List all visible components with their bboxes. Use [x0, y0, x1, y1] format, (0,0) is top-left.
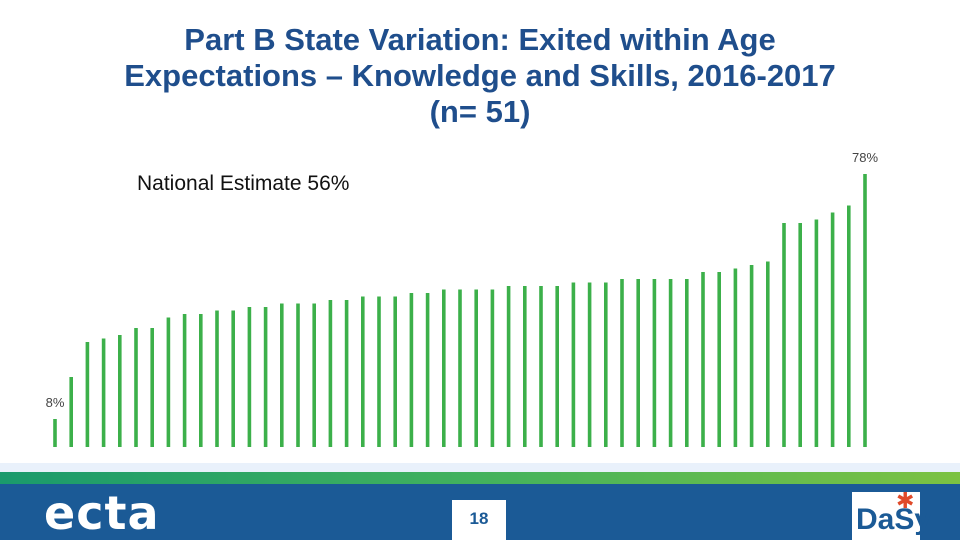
bar: [701, 272, 705, 447]
bar: [474, 289, 478, 447]
bar: [539, 286, 543, 447]
bar: [150, 328, 154, 447]
dasy-logo: DaSy: [856, 503, 932, 536]
bar: [199, 314, 203, 447]
bar: [814, 219, 819, 447]
bar: [749, 265, 754, 447]
bar: [328, 300, 333, 447]
data-label: 78%: [852, 150, 878, 165]
bar: [425, 293, 430, 447]
bar: [247, 307, 252, 447]
bar: [409, 293, 414, 447]
bar: [733, 268, 738, 447]
bar: [101, 338, 106, 447]
bar: [555, 286, 559, 447]
bar: [523, 286, 527, 447]
bar: [377, 296, 381, 447]
bar: [717, 272, 721, 447]
title-line-2: Expectations – Knowledge and Skills, 201…: [124, 58, 836, 93]
bar: [782, 223, 786, 447]
bar: [636, 279, 640, 447]
bar-chart: 8% 78%: [46, 150, 878, 447]
bar: [69, 377, 73, 447]
bar: [571, 282, 576, 447]
bar: [652, 279, 657, 447]
bar: [458, 289, 462, 447]
national-estimate-label: National Estimate 56%: [137, 172, 350, 195]
data-label: 8%: [46, 395, 65, 410]
bar: [620, 279, 624, 447]
bar: [506, 286, 511, 447]
bar: [296, 303, 300, 447]
dasy-logo-box: [852, 492, 920, 540]
title-line-3: (n= 51): [429, 94, 531, 129]
bar: [830, 212, 835, 447]
bar: [847, 205, 851, 447]
page-number-box: [452, 500, 506, 540]
bar: [685, 279, 689, 447]
bar: [263, 307, 268, 447]
bar: [798, 223, 802, 447]
bar: [344, 300, 349, 447]
bar: [442, 289, 446, 447]
bar: [231, 310, 235, 447]
title-line-1: Part B State Variation: Exited within Ag…: [184, 22, 776, 57]
bar: [361, 296, 365, 447]
asterisk-star-icon: ✱: [896, 488, 915, 513]
bar: [166, 317, 171, 447]
bar: [393, 296, 397, 447]
bar: [490, 289, 495, 447]
bar: [134, 328, 138, 447]
ecta-logo: ecta: [44, 486, 160, 540]
bar: [604, 282, 608, 447]
bar: [53, 419, 57, 447]
footer-green-stripe: [0, 472, 960, 484]
chart-title: Part B State Variation: Exited within Ag…: [40, 22, 920, 130]
bar: [587, 282, 592, 447]
bar: [182, 314, 187, 447]
bar: [766, 261, 770, 447]
bar: [118, 335, 122, 447]
bar: [280, 303, 284, 447]
bar: [312, 303, 316, 447]
bar: [863, 174, 867, 447]
bar: [668, 279, 673, 447]
page-number: 18: [469, 509, 489, 528]
bar: [85, 342, 90, 447]
bar: [215, 310, 219, 447]
